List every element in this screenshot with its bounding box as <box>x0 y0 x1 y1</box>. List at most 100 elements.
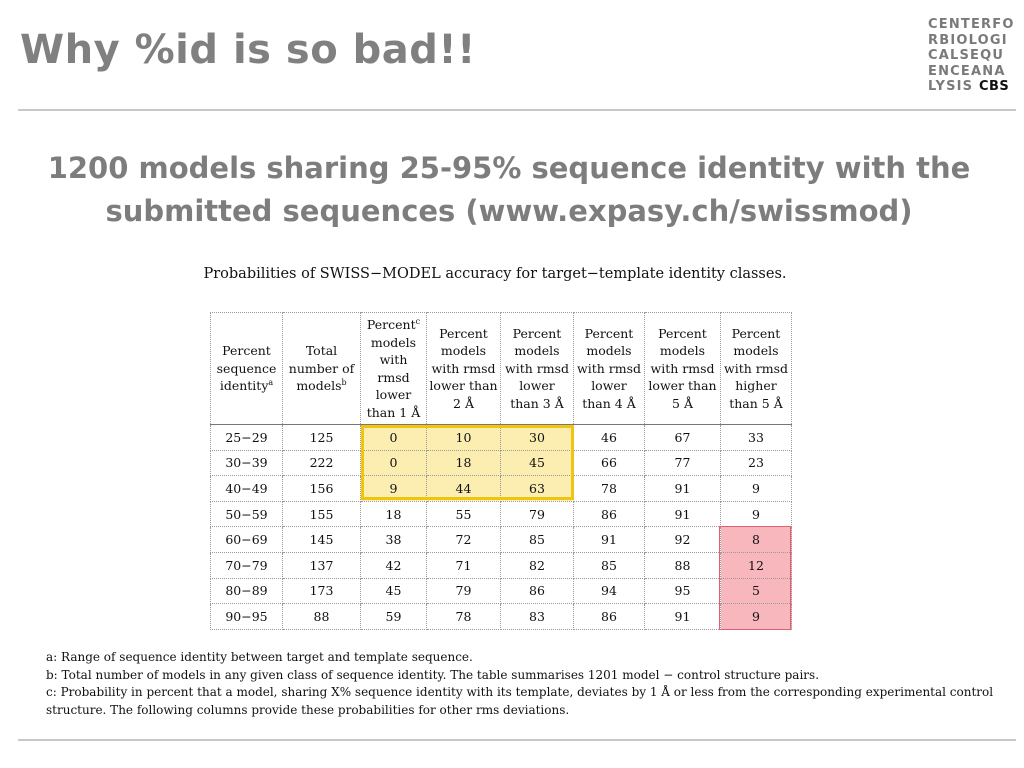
footnotes: a: Range of sequence identity between ta… <box>46 649 1006 719</box>
table-cell: 94 <box>573 577 645 605</box>
table-cell: 18 <box>360 500 427 528</box>
column-header-line: with rmsd <box>724 360 788 376</box>
column-header-line: Total <box>305 343 338 359</box>
table-cell: 91 <box>644 475 721 502</box>
table-cell: 23 <box>720 449 792 477</box>
column-header-line: lower than <box>429 378 498 394</box>
table-cell: 83 <box>500 603 574 630</box>
column-header-line: Percent <box>731 325 781 341</box>
column-header-line: lower <box>519 378 555 394</box>
column-header-line: Percent <box>439 325 488 341</box>
table-row: 50−59 155 18 55 79 86 91 9 <box>210 500 792 528</box>
subtitle-line-1: 1200 models sharing 25-95% sequence iden… <box>47 151 971 185</box>
bottom-divider <box>18 739 1016 741</box>
table-cell: 91 <box>644 500 721 528</box>
table-cell: 82 <box>500 551 574 579</box>
table-cell: 59 <box>360 603 427 630</box>
column-header-line: rmsd <box>377 369 410 385</box>
column-header-line: identity <box>219 378 269 394</box>
table-cell: 90−95 <box>210 603 283 630</box>
column-header-line: lower <box>375 387 412 402</box>
table-cell: 80−89 <box>210 577 283 605</box>
table-cell: 156 <box>282 475 361 502</box>
footnote-a: a: Range of sequence identity between ta… <box>46 650 473 664</box>
table-cell: 9 <box>720 500 792 528</box>
top-divider <box>18 109 1016 111</box>
column-header-line: than 4 Å <box>582 395 636 411</box>
table-cell: 85 <box>573 551 645 579</box>
column-header-line: with rmsd <box>505 360 569 376</box>
column-header: Total number of modelsb <box>282 312 361 425</box>
table-cell: 91 <box>573 526 645 553</box>
table-row: 60−69 145 38 72 85 91 92 8 <box>210 526 792 553</box>
footnote-marker: a <box>268 378 274 388</box>
table-row: 25−29 125 0 10 30 46 67 33 <box>210 424 792 451</box>
table-cell: 95 <box>644 577 721 605</box>
cbs-logo: CENTERFO RBIOLOGI CALSEQU ENCEANA LYSIS … <box>928 17 1016 95</box>
column-header-line: Percent <box>366 317 416 332</box>
column-header-line: with <box>379 352 408 367</box>
table-row: 90−95 88 59 78 83 86 91 9 <box>210 603 792 630</box>
table-cell: 25−29 <box>210 424 283 451</box>
table-row: 30−39 222 0 18 45 66 77 23 <box>210 449 792 477</box>
table-cell: 40−49 <box>210 475 283 502</box>
column-header-line: models <box>659 343 706 359</box>
slide-subtitle: 1200 models sharing 25-95% sequence iden… <box>20 147 998 233</box>
logo-cbs: CBS <box>978 79 1010 94</box>
table-cell: 155 <box>282 500 361 528</box>
table-cell: 10 <box>426 424 501 451</box>
column-header: Percent models with rmsd higher than 5 Å <box>720 312 792 425</box>
table-cell: 8 <box>720 526 792 553</box>
column-header-line: with rmsd <box>431 360 496 376</box>
table-cell: 137 <box>282 551 361 579</box>
table-cell: 222 <box>282 449 361 477</box>
table-row: 40−49 156 9 44 63 78 91 9 <box>210 475 792 502</box>
column-header-line: higher <box>735 378 777 394</box>
column-header-line: Percent <box>222 343 271 359</box>
table-cell: 5 <box>720 577 792 605</box>
column-header: Percent models with rmsd lower than 5 Å <box>644 312 721 425</box>
table-cell: 12 <box>720 551 792 579</box>
table-cell: 67 <box>644 424 721 451</box>
table-cell: 33 <box>720 424 792 451</box>
table-row: 70−79 137 42 71 82 85 88 12 <box>210 551 792 579</box>
column-header-line: models <box>370 334 417 350</box>
table-cell: 79 <box>500 500 574 528</box>
table-cell: 88 <box>644 551 721 579</box>
table-header-row: Percent sequence identitya Total number of mo… <box>210 312 792 425</box>
table-cell: 125 <box>282 424 361 451</box>
table-cell: 42 <box>360 551 427 579</box>
column-header-line: models <box>296 378 342 394</box>
column-header-line: than 5 Å <box>729 395 783 411</box>
logo-line: ENCEANA <box>928 63 1006 79</box>
logo-line-prefix: LYSIS <box>928 79 974 94</box>
column-header: Percentc models with rmsd lower than 1 Å <box>360 312 427 425</box>
table-cell: 44 <box>426 475 501 502</box>
column-header-line: models <box>733 343 779 359</box>
table-cell: 0 <box>360 424 427 451</box>
column-header-line: with rmsd <box>650 360 715 376</box>
logo-line: RBIOLOGI <box>928 32 1008 48</box>
table-cell: 9 <box>360 475 427 502</box>
column-header-line: Percent <box>584 325 634 341</box>
table-cell: 66 <box>573 449 645 477</box>
table-cell: 173 <box>282 577 361 605</box>
column-header-line: with rmsd <box>577 360 641 376</box>
table-cell: 78 <box>426 603 501 630</box>
accuracy-table: Percent sequence identitya Total number of mo… <box>210 312 792 630</box>
logo-line: CENTERFO <box>928 17 1015 32</box>
column-header-line: number of <box>288 360 355 376</box>
footnote-marker: c <box>415 316 421 326</box>
table-cell: 77 <box>644 449 721 477</box>
table-cell: 45 <box>500 449 574 477</box>
table-cell: 50−59 <box>210 500 283 528</box>
table-caption: Probabilities of SWISS−MODEL accuracy fo… <box>203 266 787 282</box>
table-cell: 91 <box>644 603 721 630</box>
table-cell: 55 <box>426 500 501 528</box>
table-cell: 38 <box>360 526 427 553</box>
table-cell: 30−39 <box>210 449 283 477</box>
footnote-b: b: Total number of models in any given c… <box>46 667 820 682</box>
column-header-line: models <box>586 343 632 359</box>
column-header-line: lower than <box>648 378 717 394</box>
slide-title: Why %id is so bad!! <box>20 27 476 73</box>
